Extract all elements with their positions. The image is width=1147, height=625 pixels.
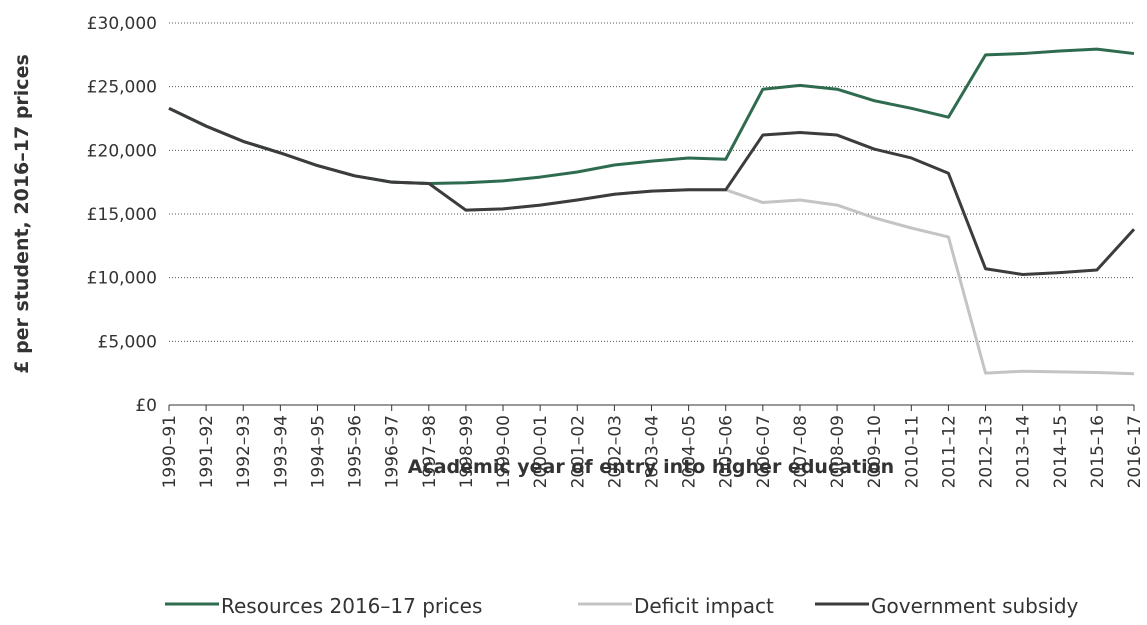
legend-label: Government subsidy [871,594,1079,618]
y-tick-label: £30,000 [87,14,157,34]
x-tick-label: 2009–10 [865,415,885,488]
x-tick-label: 2011–12 [939,415,959,488]
x-tick-label: 2000–01 [531,415,551,488]
x-tick-label: 1997–98 [420,415,440,488]
y-tick-label: £25,000 [87,78,157,98]
x-tick-label: 1991–92 [197,415,217,488]
x-tick-label: 2006–07 [754,415,774,488]
x-tick-label: 1992–93 [234,415,254,488]
x-tick-label: 2016–17 [1125,415,1145,488]
x-tick-label: 2007–08 [791,415,811,488]
series-line [168,106,1136,276]
y-tick-label: £15,000 [87,205,157,225]
x-tick-label: 1998–99 [457,415,477,488]
x-tick-label: 2001–02 [568,415,588,488]
x-tick-label: 1995–96 [346,415,366,488]
x-axis-title: Academic year of entry into higher educa… [408,456,894,478]
x-tick-label: 2014–15 [1051,415,1071,488]
y-tick-label: £20,000 [87,141,157,161]
x-tick-label: 2013–14 [1014,415,1034,488]
series-line [168,106,1135,376]
y-tick-label: £5,000 [98,332,157,352]
x-tick-label: 1990–91 [160,415,180,488]
y-tick-label: £0 [135,396,157,416]
x-tick-label: 1993–94 [271,415,291,488]
x-tick-label: 2008–09 [828,415,848,488]
x-tick-label: 2015–16 [1088,415,1108,488]
x-tick-label: 2003–04 [643,415,663,488]
x-tick-label: 2010–11 [902,415,922,488]
x-tick-label: 1996–97 [383,415,403,488]
x-tick-label: 2005–06 [717,415,737,488]
x-tick-label: 2012–13 [977,415,997,488]
y-tick-label: £10,000 [87,269,157,289]
x-tick-label: 1994–95 [308,415,328,488]
x-tick-label: 2004–05 [680,415,700,488]
legend-label: Resources 2016–17 prices [221,594,482,618]
y-axis-title: £ per student, 2016–17 prices [11,54,33,374]
x-tick-label: 1999–00 [494,415,514,488]
x-tick-label: 2002–03 [605,415,625,488]
legend-label: Deficit impact [634,594,774,618]
